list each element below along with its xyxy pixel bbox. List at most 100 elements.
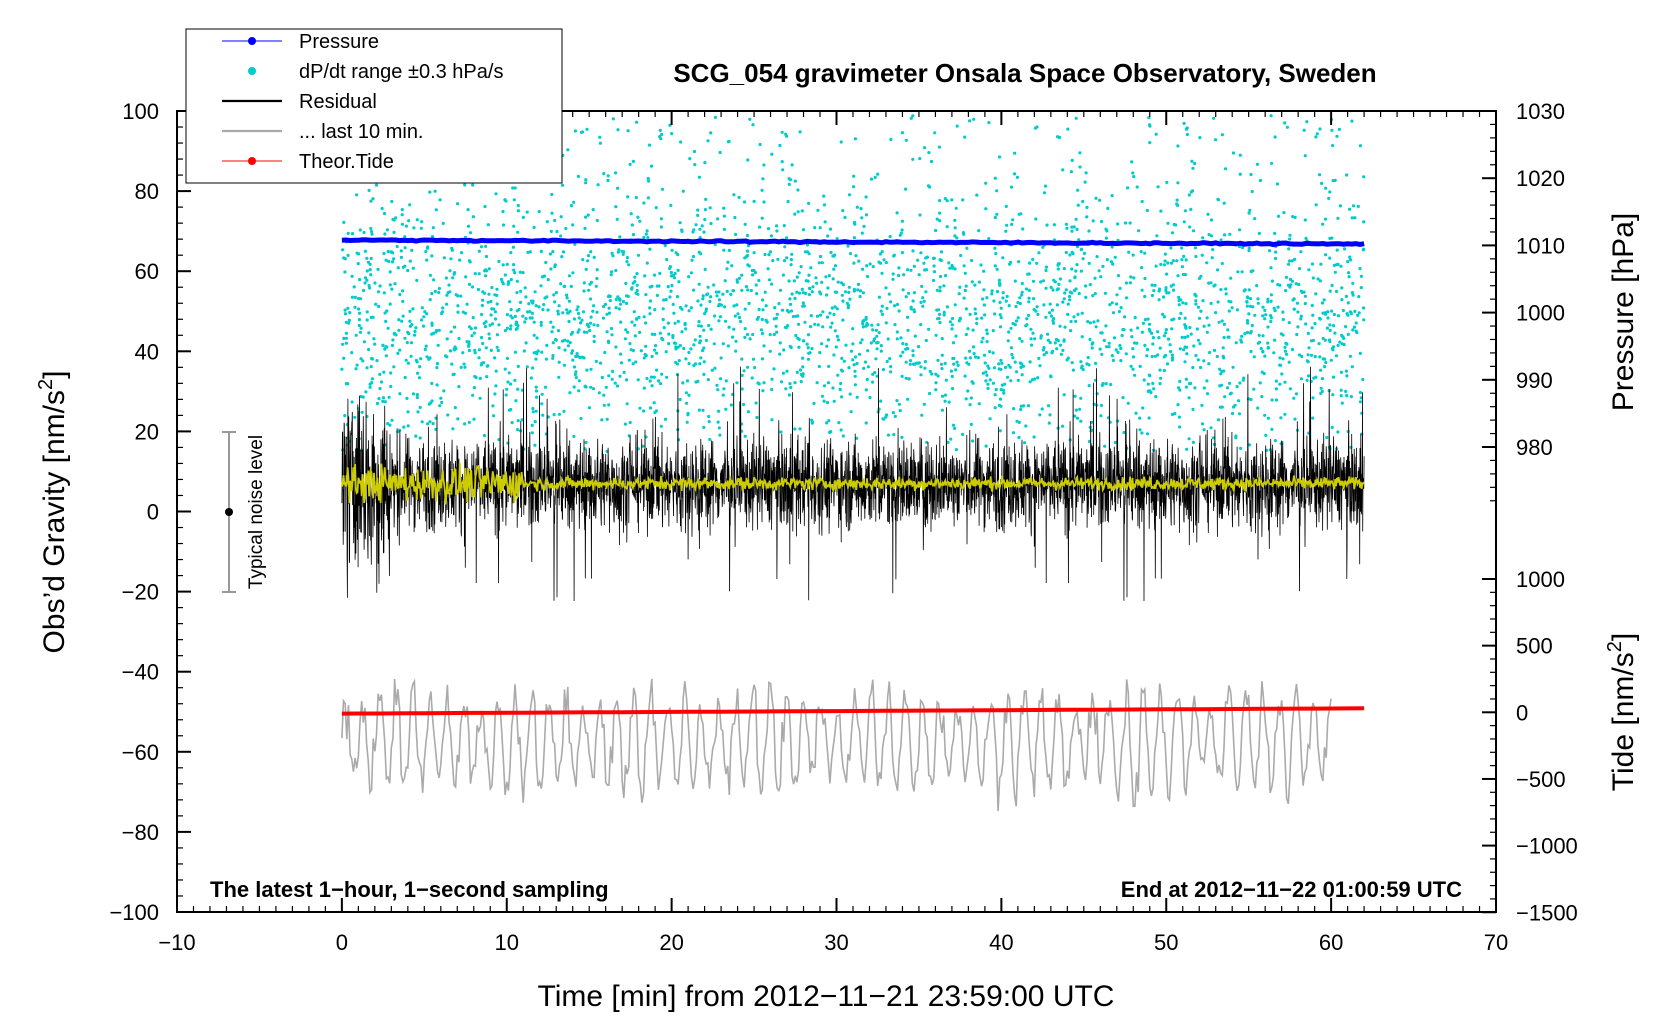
dpdt-dot [746,244,751,248]
dpdt-dot [1310,262,1315,266]
dpdt-dot [1118,343,1122,348]
dpdt-dot [836,373,840,377]
dpdt-dot [509,382,513,386]
dpdt-dot [522,349,526,353]
dpdt-dot [790,292,794,296]
dpdt-dot [836,338,841,342]
dpdt-dot [1076,312,1080,316]
dpdt-dot [441,306,445,310]
dpdt-dot [401,299,405,303]
dpdt-dot [922,261,926,265]
dpdt-dot [1086,320,1090,324]
dpdt-dot [1070,225,1074,229]
dpdt-dot [554,291,559,295]
dpdt-dot [408,203,412,207]
dpdt-dot [1247,248,1251,253]
dpdt-dot [697,282,701,286]
dpdt-dot [710,368,714,372]
dpdt-dot [1087,261,1091,265]
dpdt-dot [1036,312,1040,316]
dpdt-dot [689,271,694,275]
dpdt-dot [1151,448,1155,452]
dpdt-dot [1063,291,1067,295]
dpdt-dot [659,137,663,141]
dpdt-dot [917,273,921,277]
dpdt-dot [1183,316,1187,320]
dpdt-dot [532,225,536,229]
dpdt-dot [534,357,538,361]
dpdt-dot [664,350,668,354]
dpdt-dot [1016,378,1020,382]
dpdt-dot [481,341,485,346]
dpdt-dot [1000,361,1004,365]
dpdt-dot [1077,238,1081,242]
dpdt-dot [456,202,460,206]
dpdt-dot [631,233,636,237]
dpdt-dot [831,386,835,390]
dpdt-dot [343,414,347,418]
dpdt-dot [432,278,436,282]
dpdt-dot [968,403,972,407]
dpdt-dot [841,299,845,303]
pressure-tick-label: 980 [1516,435,1553,460]
dpdt-dot [984,370,988,374]
dpdt-dot [420,318,424,322]
dpdt-dot [955,236,959,240]
dpdt-dot [539,320,543,324]
dpdt-dot [658,271,662,275]
dpdt-dot [1016,301,1020,305]
dpdt-dot [726,140,731,144]
dpdt-dot [1150,354,1154,359]
dpdt-dot [1055,347,1059,351]
dpdt-dot [851,358,855,362]
dpdt-dot [1314,203,1318,207]
dpdt-dot [998,429,1002,433]
dpdt-dot [1106,206,1110,210]
dpdt-dot [1075,227,1079,231]
dpdt-dot [889,370,893,374]
dpdt-dot [1058,343,1062,347]
dpdt-dot [770,377,774,381]
dpdt-dot [1183,360,1187,364]
dpdt-dot [1042,303,1046,307]
dpdt-dot [904,376,908,380]
dpdt-dot [1225,386,1230,390]
dpdt-dot [467,348,471,353]
dpdt-dot [653,410,657,415]
dpdt-dot [528,310,532,314]
dpdt-dot [1319,368,1323,372]
dpdt-dot [900,131,905,135]
dpdt-dot [928,391,932,396]
dpdt-dot [1028,360,1032,364]
dpdt-dot [761,177,765,181]
dpdt-dot [985,373,989,377]
dpdt-dot [1019,407,1023,412]
dpdt-dot [416,410,420,414]
dpdt-dot [892,254,896,258]
dpdt-dot [790,252,794,256]
dpdt-dot [1005,294,1009,298]
dpdt-dot [440,310,445,314]
dpdt-dot [797,271,801,275]
dpdt-dot [1349,395,1353,399]
dpdt-dot [1018,296,1022,300]
dpdt-dot [924,256,928,260]
dpdt-dot [1166,337,1171,341]
dpdt-dot [521,215,525,219]
dpdt-dot [932,264,936,268]
dpdt-dot [1051,288,1055,292]
dpdt-dot [1191,365,1195,370]
dpdt-dot [1245,319,1250,323]
dpdt-dot [1351,293,1355,297]
dpdt-dot [1220,133,1224,137]
dpdt-dot [1273,231,1277,235]
dpdt-dot [1183,209,1187,213]
dpdt-dot [405,341,409,345]
dpdt-dot [1194,299,1198,303]
dpdt-dot [964,397,968,401]
dpdt-dot [516,203,520,208]
dpdt-dot [551,325,555,329]
dpdt-dot [570,351,574,355]
dpdt-dot [444,354,448,358]
dpdt-dot [473,374,477,379]
